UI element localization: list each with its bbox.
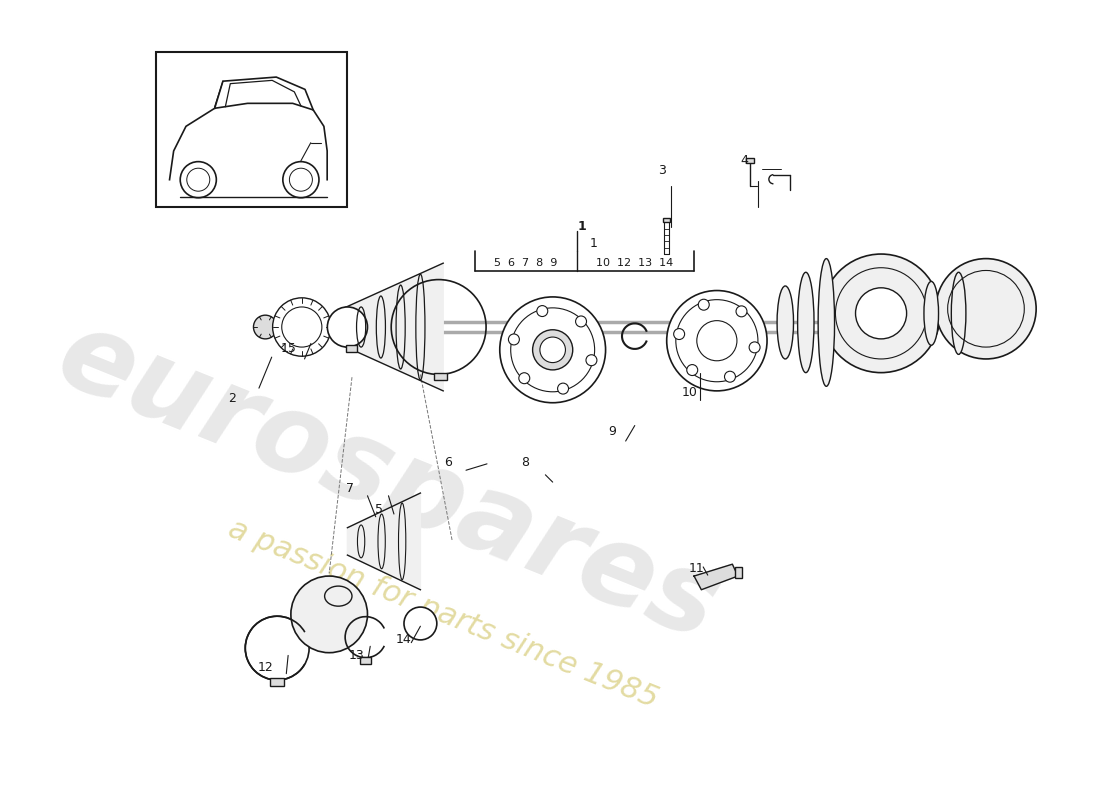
Text: 1: 1 (578, 220, 586, 233)
Text: 5  6  7  8  9: 5 6 7 8 9 (494, 258, 557, 268)
Circle shape (253, 315, 277, 339)
Bar (306, 323, 308, 330)
Bar (312, 323, 315, 330)
Circle shape (328, 307, 367, 347)
Polygon shape (694, 564, 738, 590)
Circle shape (273, 298, 331, 356)
Circle shape (290, 576, 367, 653)
Text: 14: 14 (396, 633, 411, 646)
Circle shape (404, 607, 437, 640)
Bar (317, 323, 319, 330)
Circle shape (282, 307, 322, 347)
Circle shape (822, 254, 940, 373)
Circle shape (736, 306, 747, 317)
Circle shape (187, 168, 210, 191)
Text: 15: 15 (280, 342, 296, 354)
Circle shape (245, 616, 309, 680)
Bar (270, 678, 285, 686)
Text: 10  12  13  14: 10 12 13 14 (596, 258, 673, 268)
Bar (434, 373, 447, 380)
Ellipse shape (924, 282, 938, 346)
Polygon shape (339, 263, 443, 391)
Bar (309, 323, 311, 330)
Circle shape (532, 330, 573, 370)
Bar (328, 323, 330, 330)
Bar (323, 323, 326, 330)
Circle shape (289, 168, 312, 191)
Bar (301, 323, 304, 330)
Circle shape (698, 299, 710, 310)
Polygon shape (214, 77, 314, 110)
Polygon shape (169, 103, 327, 180)
Text: 3: 3 (658, 164, 667, 177)
Text: 11: 11 (689, 562, 705, 575)
Circle shape (725, 371, 736, 382)
Circle shape (519, 373, 530, 384)
Text: 9: 9 (608, 426, 616, 438)
Circle shape (673, 329, 684, 339)
Bar (345, 346, 356, 352)
Bar (735, 567, 743, 578)
Bar (334, 323, 337, 330)
Ellipse shape (798, 272, 814, 373)
Text: 2: 2 (228, 392, 235, 405)
Circle shape (558, 383, 569, 394)
Text: a passion for parts since 1985: a passion for parts since 1985 (224, 514, 662, 714)
Text: 7: 7 (346, 482, 354, 495)
Text: 5: 5 (375, 503, 384, 516)
Circle shape (856, 288, 906, 339)
Ellipse shape (952, 272, 966, 354)
Circle shape (510, 308, 595, 392)
Circle shape (508, 334, 519, 345)
Text: eurospares: eurospares (43, 301, 734, 663)
Circle shape (180, 162, 217, 198)
Text: 8: 8 (521, 455, 529, 469)
Bar (663, 218, 670, 222)
Polygon shape (348, 493, 420, 590)
Circle shape (675, 300, 758, 382)
Circle shape (575, 316, 586, 327)
Circle shape (936, 258, 1036, 359)
Text: 6: 6 (443, 455, 452, 469)
Circle shape (537, 306, 548, 317)
Bar (331, 323, 333, 330)
Circle shape (749, 342, 760, 353)
Circle shape (686, 365, 697, 375)
Text: 13: 13 (349, 649, 364, 662)
Circle shape (540, 337, 565, 362)
Circle shape (283, 162, 319, 198)
Bar (156, 51, 348, 206)
Bar (360, 658, 371, 664)
Text: 1: 1 (590, 237, 597, 250)
Text: 12: 12 (257, 661, 273, 674)
Circle shape (696, 321, 737, 361)
Bar (746, 158, 755, 163)
Text: 4: 4 (740, 154, 748, 167)
Circle shape (586, 354, 597, 366)
Bar (320, 323, 322, 330)
Text: 10: 10 (682, 386, 697, 399)
Ellipse shape (324, 586, 352, 606)
Circle shape (499, 297, 606, 402)
Ellipse shape (777, 286, 793, 359)
Ellipse shape (818, 258, 835, 386)
Circle shape (667, 290, 767, 391)
